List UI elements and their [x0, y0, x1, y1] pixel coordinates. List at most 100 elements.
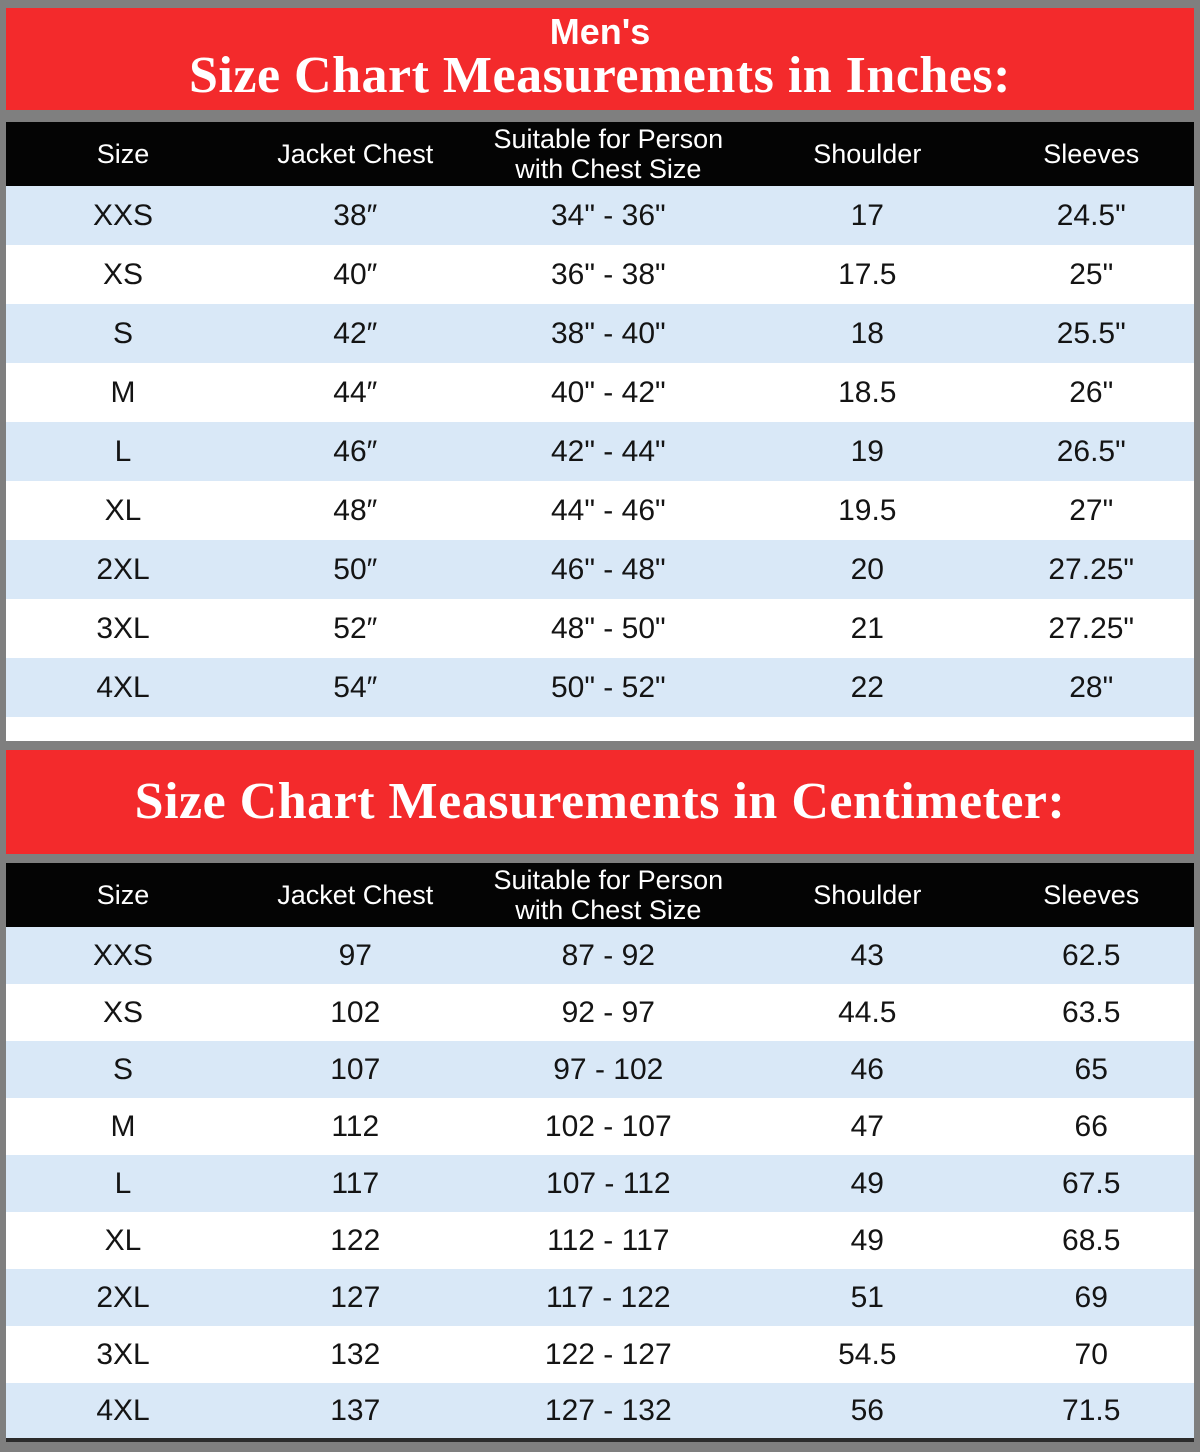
table-cell: 26.5"	[1056, 434, 1126, 468]
table-cell: 71.5	[1062, 1393, 1121, 1427]
header-row: Size Jacket Chest Suitable for Person wi…	[6, 122, 1194, 186]
column-header-sleeves: Sleeves	[1043, 880, 1140, 910]
table-row: S 107 97 - 102 46 65	[6, 1041, 1194, 1098]
table-cell: 43	[850, 938, 884, 972]
table-cell: XS	[103, 257, 144, 291]
table-cell: 50″	[333, 552, 378, 586]
table-cell: 44" - 46"	[550, 493, 666, 527]
table-cell: 112	[331, 1109, 380, 1143]
table-cell: 36" - 38"	[550, 257, 666, 291]
section-gap	[6, 854, 1194, 863]
table-cell: 38" - 40"	[550, 316, 666, 350]
table-cell: 18	[850, 316, 884, 350]
table-cell: 4XL	[96, 670, 150, 704]
table-cell: 44″	[333, 375, 378, 409]
table-row: XXS 38″ 34" - 36" 17 24.5"	[6, 186, 1194, 245]
table-row: M 44″ 40" - 42" 18.5 26"	[6, 363, 1194, 422]
table-cell: 27.25"	[1048, 611, 1135, 645]
table-cell: 67.5	[1062, 1166, 1121, 1200]
table-row: XS 40″ 36" - 38" 17.5 25"	[6, 245, 1194, 304]
table-cell: 102	[330, 995, 381, 1029]
table-cell: 40″	[333, 257, 378, 291]
table-cell: 87 - 92	[561, 938, 655, 972]
table-cell: 49	[850, 1223, 884, 1257]
column-header-sleeves: Sleeves	[1043, 139, 1140, 169]
table-row: 2XL 50″ 46" - 48" 20 27.25"	[6, 540, 1194, 599]
inches-size-table: Size Jacket Chest Suitable for Person wi…	[6, 122, 1194, 717]
table-cell: 25"	[1069, 257, 1114, 291]
table-cell: 48" - 50"	[550, 611, 666, 645]
table-row: 3XL 132 122 - 127 54.5 70	[6, 1326, 1194, 1383]
section-gap	[6, 110, 1194, 122]
table-cell: 65	[1074, 1052, 1108, 1086]
cm-banner-title: Size Chart Measurements in Centimeter:	[134, 773, 1066, 830]
cm-banner: Size Chart Measurements in Centimeter:	[6, 750, 1194, 854]
inches-banner-eyebrow: Men's	[549, 11, 651, 52]
inches-banner-title: Size Chart Measurements in Inches:	[189, 47, 1011, 104]
table-row: XXS 97 87 - 92 43 62.5	[6, 927, 1194, 984]
table-row: 3XL 52″ 48" - 50" 21 27.25"	[6, 599, 1194, 658]
column-header-suitable-chest-size: Suitable for Person with Chest Size	[493, 124, 724, 184]
table-row: 4XL 54″ 50" - 52" 22 28"	[6, 658, 1194, 717]
inches-banner: Men's Size Chart Measurements in Inches:	[6, 8, 1194, 110]
table-cell: 25.5"	[1056, 316, 1126, 350]
table-cell: 127	[330, 1280, 381, 1314]
table-cell: 132	[330, 1337, 381, 1371]
table-cell: 69	[1074, 1280, 1108, 1314]
table-cell: 54.5	[838, 1337, 897, 1371]
table-cell: 51	[850, 1280, 884, 1314]
table-cell: S	[113, 316, 134, 350]
table-cell: 42" - 44"	[550, 434, 666, 468]
table-cell: 97 - 102	[553, 1052, 664, 1086]
table-cell: 21	[850, 611, 884, 645]
table-cell: 63.5	[1062, 995, 1121, 1029]
table-cell: 34" - 36"	[550, 198, 666, 232]
table-cell: 92 - 97	[561, 995, 655, 1029]
table-row: L 46″ 42" - 44" 19 26.5"	[6, 422, 1194, 481]
table-cell: 26"	[1069, 375, 1114, 409]
table-cell: 27"	[1069, 493, 1114, 527]
table-cell: M	[110, 1109, 136, 1143]
column-header-jacket-chest: Jacket Chest	[277, 880, 434, 910]
table-cell: 20	[850, 552, 884, 586]
table-cell: 102 - 107	[544, 1109, 672, 1143]
table-cell: XXS	[93, 938, 154, 972]
table-cell: XXS	[93, 198, 154, 232]
table-cell: 2XL	[96, 1280, 150, 1314]
table-cell: 122 - 127	[544, 1337, 672, 1371]
column-header-size: Size	[96, 880, 150, 910]
table-cell: 27.25"	[1048, 552, 1135, 586]
cm-size-table: Size Jacket Chest Suitable for Person wi…	[6, 863, 1194, 1442]
table-cell: 50" - 52"	[550, 670, 666, 704]
table-cell: 46″	[333, 434, 378, 468]
table-cell: 122	[330, 1223, 381, 1257]
table-cell: 19.5	[838, 493, 897, 527]
table-cell: 52″	[333, 611, 378, 645]
table-cell: 49	[850, 1166, 884, 1200]
table-cell: XL	[104, 1223, 142, 1257]
table-row: M 112 102 - 107 47 66	[6, 1098, 1194, 1155]
table-cell: 107	[330, 1052, 381, 1086]
table-row: S 42″ 38" - 40" 18 25.5"	[6, 304, 1194, 363]
table-cell: 42″	[333, 316, 378, 350]
table-cell: 117	[331, 1166, 380, 1200]
cm-table-header: Size Jacket Chest Suitable for Person wi…	[6, 863, 1194, 927]
column-header-shoulder: Shoulder	[813, 880, 922, 910]
table-cell: 44.5	[838, 995, 897, 1029]
column-header-suitable-chest-size: Suitable for Person with Chest Size	[493, 865, 724, 925]
table-cell: L	[114, 434, 132, 468]
table-cell: 48″	[333, 493, 378, 527]
column-header-size: Size	[96, 139, 150, 169]
table-row: L 117 107 - 112 49 67.5	[6, 1155, 1194, 1212]
table-cell: XS	[103, 995, 144, 1029]
column-header-jacket-chest: Jacket Chest	[277, 139, 434, 169]
table-row: 2XL 127 117 - 122 51 69	[6, 1269, 1194, 1326]
table-cell: 66	[1074, 1109, 1108, 1143]
table-cell: 46	[850, 1052, 884, 1086]
table-cell: 127 - 132	[544, 1393, 672, 1427]
table-cell: 4XL	[96, 1393, 150, 1427]
section-gap	[6, 741, 1194, 750]
table-cell: 70	[1074, 1337, 1108, 1371]
table-cell: 56	[850, 1393, 884, 1427]
